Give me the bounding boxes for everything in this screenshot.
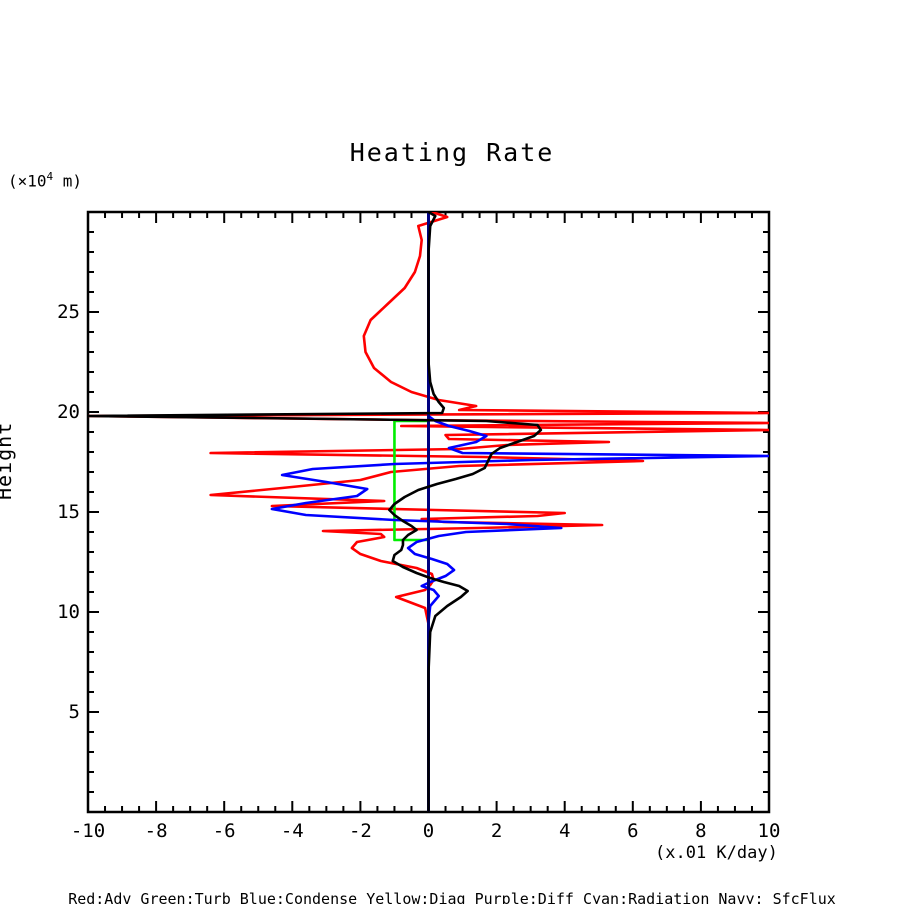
x-tick-label: -2 — [348, 820, 372, 842]
x-axis-unit-label: (x.01 K/day) — [655, 843, 778, 863]
x-tick-label: 10 — [757, 820, 781, 842]
series-adv — [88, 212, 769, 812]
series-layer — [88, 212, 769, 812]
chart-title: Heating Rate — [349, 138, 555, 167]
x-tick-label: 0 — [422, 820, 435, 842]
chart-legend: Red:Adv Green:Turb Blue:Condense Yellow:… — [68, 890, 836, 904]
y-unit-exponent: 4 — [46, 170, 54, 183]
y-axis-unit-label: (×104 m) — [8, 170, 82, 190]
x-tick-label: 2 — [490, 820, 503, 842]
axis-ticks — [87, 211, 770, 813]
y-tick-label: 25 — [57, 301, 80, 323]
x-tick-label: -8 — [144, 820, 168, 842]
x-tick-label: -4 — [280, 820, 304, 842]
y-tick-label: 5 — [68, 701, 80, 723]
series-total — [88, 212, 543, 812]
x-tick-label: 6 — [627, 820, 639, 842]
x-tick-label: 4 — [558, 820, 571, 842]
y-unit-tail: m) — [53, 171, 83, 191]
y-tick-label: 20 — [57, 401, 80, 423]
series-condense — [270, 212, 769, 812]
y-unit-base: (×10 — [8, 171, 47, 191]
x-tick-label: -6 — [212, 820, 236, 842]
y-tick-label: 15 — [57, 501, 80, 523]
x-tick-label: 8 — [695, 820, 707, 842]
y-tick-label: 10 — [57, 601, 80, 623]
x-tick-label: -10 — [70, 820, 106, 842]
